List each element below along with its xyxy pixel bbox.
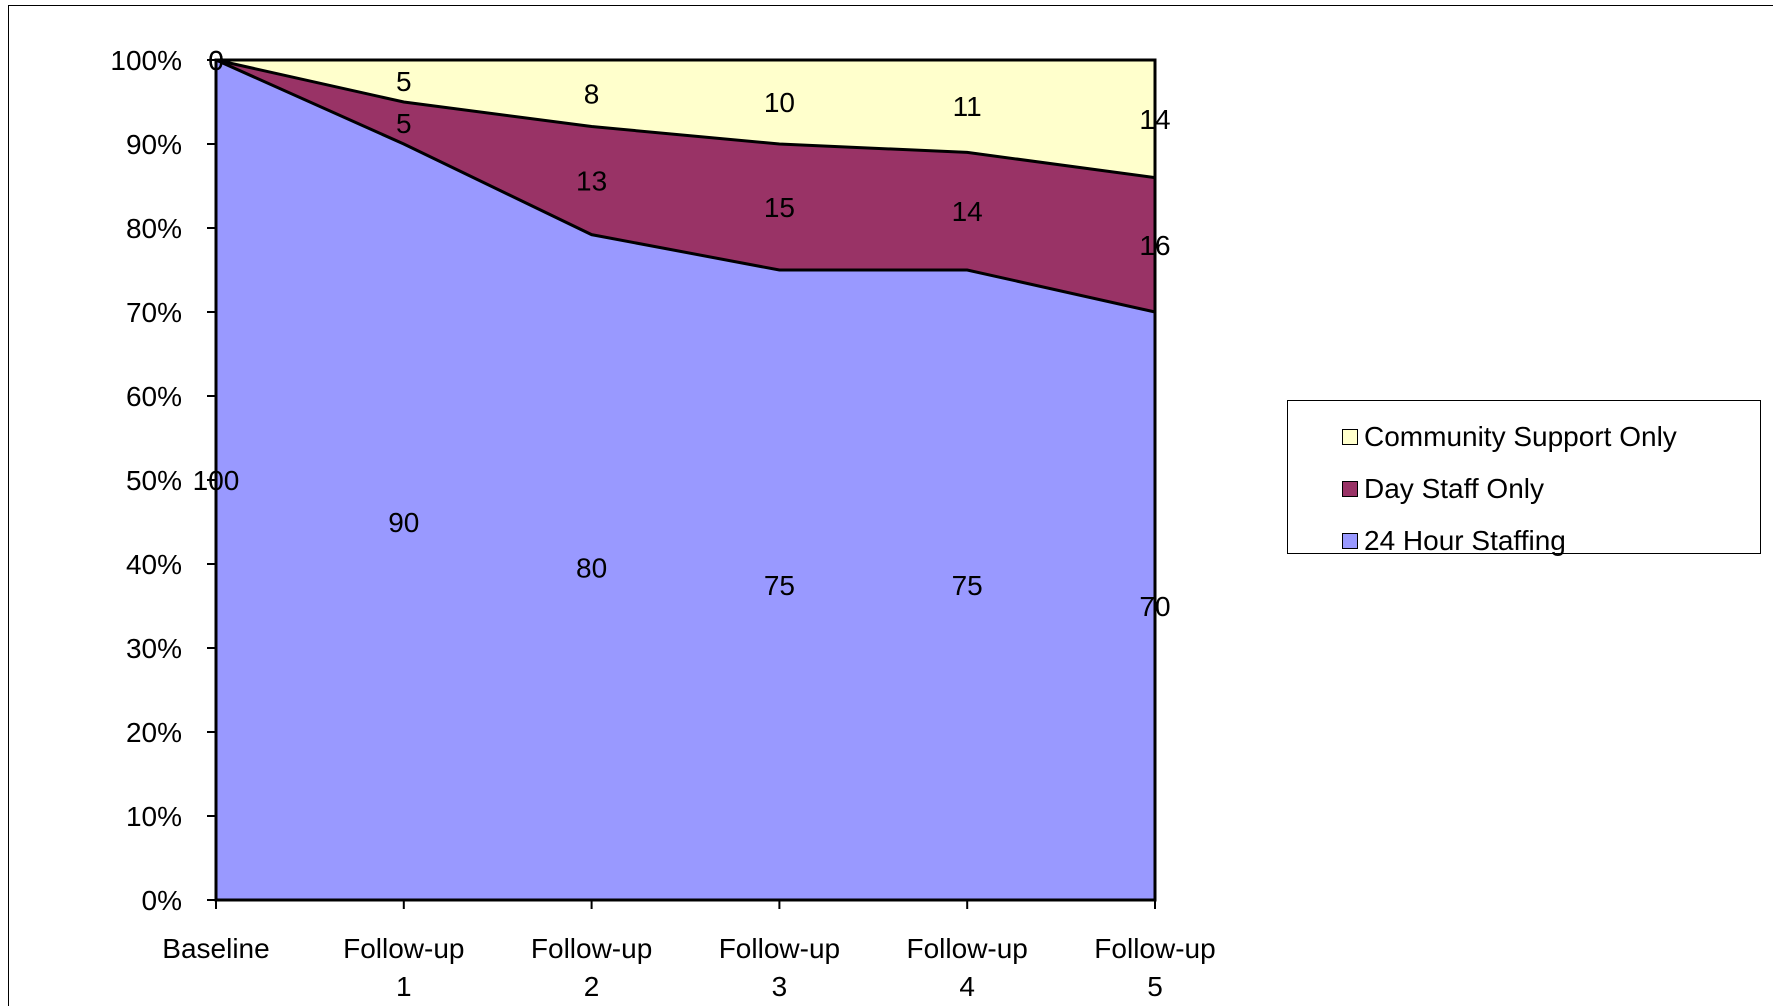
chart-frame [8, 5, 1773, 1006]
legend-label: 24 Hour Staffing [1364, 525, 1566, 556]
y-tick-label: 70% [126, 297, 182, 328]
legend-label: Day Staff Only [1364, 473, 1545, 504]
data-label: 70 [1139, 591, 1170, 622]
y-tick-label: 20% [126, 717, 182, 748]
data-label: 11 [953, 91, 982, 122]
x-tick-label: Follow-up 4 [907, 933, 1028, 1001]
data-label: 75 [764, 570, 795, 601]
x-tick-label: Follow-up 3 [719, 933, 840, 1001]
data-label: 75 [952, 570, 983, 601]
y-tick-label: 50% [126, 465, 182, 496]
y-tick-label: 0% [142, 885, 182, 916]
legend-item-24-hour-staffing: 24 Hour Staffing [1288, 515, 1760, 567]
data-label: 14 [1139, 104, 1170, 135]
y-tick-label: 80% [126, 213, 182, 244]
legend-item-day-staff-only: Day Staff Only [1288, 463, 1760, 515]
legend-item-community-support-only: Community Support Only [1288, 411, 1760, 463]
data-label: 5 [396, 108, 412, 139]
data-label: 5 [396, 66, 412, 97]
legend-swatch [1342, 481, 1358, 497]
y-tick-label: 40% [126, 549, 182, 580]
legend-swatch [1342, 533, 1358, 549]
data-label: 0 [208, 45, 224, 76]
y-tick-label: 100% [110, 45, 182, 76]
y-tick-label: 60% [126, 381, 182, 412]
data-label: 16 [1139, 230, 1170, 261]
x-tick-label: Baseline [162, 933, 269, 964]
data-label: 0 [208, 45, 224, 76]
y-tick-label: 30% [126, 633, 182, 664]
x-tick-label: Follow-up 2 [531, 933, 652, 1001]
legend: Community Support Only Day Staff Only 24 H… [1287, 400, 1761, 556]
data-label: 10 [764, 87, 795, 118]
data-label: 80 [576, 552, 607, 583]
legend-swatch [1342, 429, 1358, 445]
x-tick-label: Follow-up 1 [343, 933, 464, 1001]
data-label: 100 [193, 465, 240, 496]
axes: 0% 10% 20% 30% 40% 50% 60% 70% 80% 90% 100% Baselin… [110, 45, 1215, 1001]
data-label: 15 [764, 192, 795, 223]
data-label: 14 [952, 196, 983, 227]
area-community-support-only [216, 60, 1155, 178]
legend-label: Community Support Only [1364, 421, 1677, 452]
data-label: 13 [576, 166, 607, 197]
y-tick-label: 90% [126, 129, 182, 160]
data-label: 90 [388, 507, 419, 538]
data-label: 8 [584, 78, 600, 109]
area-day-staff-only [216, 60, 1155, 312]
area-top-line-24-hour-staffing [215, 58, 1156, 314]
y-tick-label: 10% [126, 801, 182, 832]
x-tick-label: Follow-up 5 [1094, 933, 1215, 1001]
areas-layer [215, 58, 1156, 900]
area-top-line-day-staff-only [215, 58, 1156, 180]
